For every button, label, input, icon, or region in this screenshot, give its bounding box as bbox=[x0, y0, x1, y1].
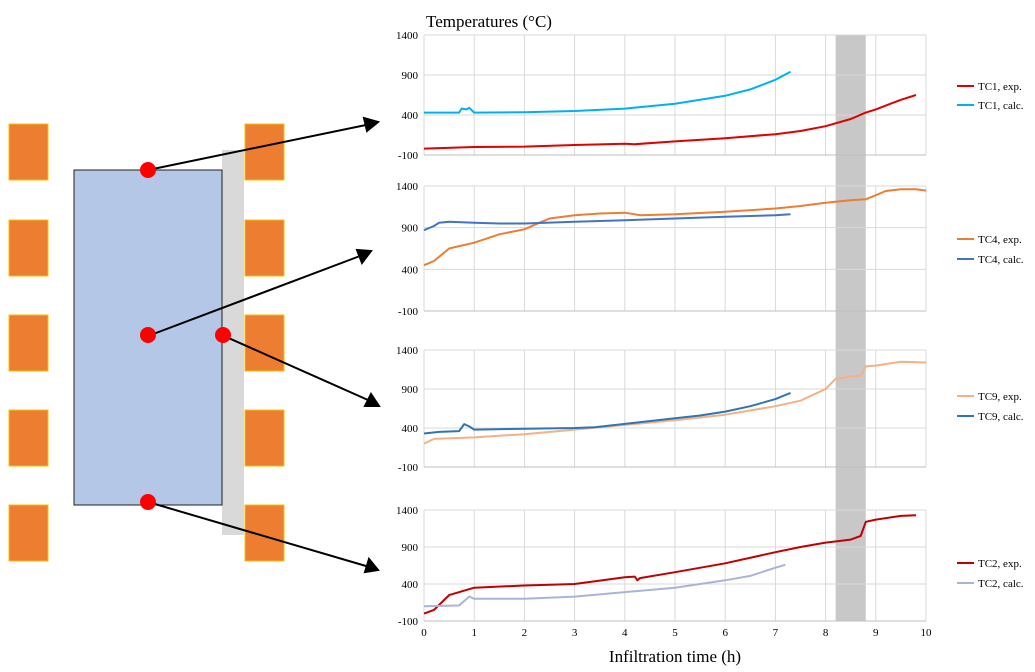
chart-panel-1: -100 400 900 1400 TC1, exp. TC1, calc. bbox=[396, 30, 1024, 162]
heater-left-5 bbox=[8, 504, 49, 562]
y-tick-label: -100 bbox=[398, 150, 419, 162]
heater-right-1 bbox=[244, 123, 285, 181]
x-tick-label: 7 bbox=[773, 627, 779, 639]
arrow-tc9-head bbox=[363, 392, 381, 407]
legend-label: TC4, calc. bbox=[978, 254, 1024, 266]
x-axis-label: Infiltration time (h) bbox=[609, 647, 741, 666]
x-tick-label: 3 bbox=[572, 627, 578, 639]
y-tick-label: 400 bbox=[402, 264, 419, 276]
y-tick-label: 400 bbox=[402, 423, 419, 435]
schematic bbox=[8, 116, 381, 574]
x-tick-label: 6 bbox=[722, 627, 728, 639]
arrow-tc1-head bbox=[362, 116, 381, 133]
chart-panel-2: -100 400 900 1400 TC4, exp. TC4, calc. bbox=[396, 181, 1024, 318]
chart-title: Temperatures (°C) bbox=[426, 12, 552, 31]
arrow-tc1 bbox=[147, 124, 367, 171]
series-line-tc9-calc- bbox=[423, 391, 791, 435]
gap-strip bbox=[222, 150, 244, 535]
series-line-tc1-calc- bbox=[424, 70, 791, 114]
heater-left-4 bbox=[8, 409, 49, 467]
y-tick-label: 400 bbox=[402, 110, 419, 122]
shaded-band bbox=[835, 35, 866, 621]
series-line-tc9-exp- bbox=[423, 360, 927, 445]
y-tick-label: 1400 bbox=[396, 505, 419, 517]
series-line-tc4-calc- bbox=[423, 213, 791, 232]
y-tick-label: 900 bbox=[402, 542, 419, 554]
x-tick-label: 10 bbox=[921, 627, 933, 639]
arrow-tc4-head bbox=[355, 248, 373, 266]
y-tick-label: 900 bbox=[402, 223, 419, 235]
chart-panel-4: -100 400 900 1400 0 1 2 3 4 5 6 7 8 9 10 TC2, exp. TC2, … bbox=[396, 505, 1024, 639]
tc2-dot bbox=[140, 494, 156, 510]
x-tick-label: 1 bbox=[471, 627, 477, 639]
arrow-tc2 bbox=[147, 501, 367, 567]
series-line-tc2-calc- bbox=[423, 563, 786, 608]
x-tick-label: 5 bbox=[672, 627, 678, 639]
heater-left-1 bbox=[8, 123, 49, 181]
heaters-left bbox=[8, 123, 49, 562]
thermocouple-dots bbox=[140, 162, 231, 510]
arrow-tc2-head bbox=[363, 556, 380, 574]
arrows bbox=[147, 116, 381, 574]
chart-panel-3: -100 400 900 1400 TC9, exp. TC9, calc. bbox=[396, 345, 1024, 474]
legend-label: TC9, calc. bbox=[978, 411, 1024, 423]
y-tick-label: -100 bbox=[398, 306, 419, 318]
heater-right-4 bbox=[244, 409, 285, 467]
legend-label: TC2, calc. bbox=[978, 578, 1024, 590]
heater-left-3 bbox=[8, 314, 49, 372]
y-tick-label: 1400 bbox=[396, 30, 419, 42]
heaters-right bbox=[244, 123, 285, 562]
y-tick-label: 1400 bbox=[396, 345, 419, 357]
legend-label: TC1, calc. bbox=[978, 100, 1024, 112]
x-tick-label: 4 bbox=[622, 627, 628, 639]
heater-right-2 bbox=[244, 219, 285, 277]
series-line-tc1-exp- bbox=[423, 94, 917, 150]
y-tick-label: 900 bbox=[402, 384, 419, 396]
tc9-dot bbox=[215, 327, 231, 343]
arrow-tc9 bbox=[223, 335, 369, 401]
x-tick-label: 8 bbox=[823, 627, 829, 639]
y-tick-label: -100 bbox=[398, 616, 419, 628]
x-tick-label: 2 bbox=[522, 627, 528, 639]
series-line-tc4-exp- bbox=[423, 188, 927, 267]
legend-label: TC2, exp. bbox=[978, 558, 1022, 570]
heater-right-3 bbox=[244, 314, 285, 372]
tc4-dot bbox=[140, 327, 156, 343]
y-tick-label: -100 bbox=[398, 462, 419, 474]
x-tick-label: 0 bbox=[421, 627, 427, 639]
x-tick-label: 9 bbox=[873, 627, 879, 639]
legend-label: TC1, exp. bbox=[978, 81, 1022, 93]
heater-left-2 bbox=[8, 219, 49, 277]
y-tick-label: 1400 bbox=[396, 181, 419, 193]
tc1-dot bbox=[140, 162, 156, 178]
y-tick-label: 400 bbox=[402, 579, 419, 591]
legend-label: TC9, exp. bbox=[978, 391, 1022, 403]
y-tick-label: 900 bbox=[402, 70, 419, 82]
arrow-tc4 bbox=[147, 255, 361, 337]
series-line-tc2-exp- bbox=[423, 514, 917, 615]
legend-label: TC4, exp. bbox=[978, 234, 1022, 246]
